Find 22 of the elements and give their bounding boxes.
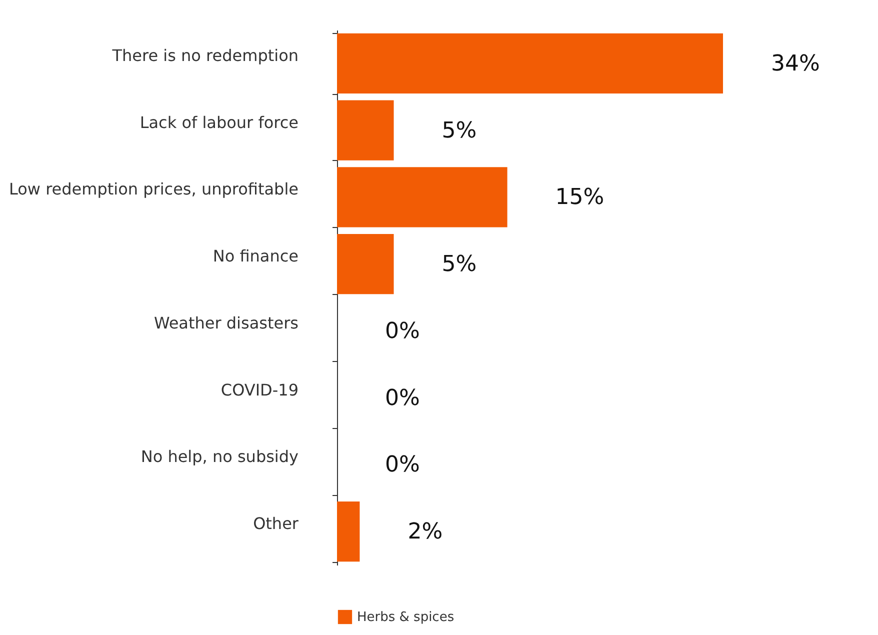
bar xyxy=(337,33,723,94)
bar xyxy=(337,100,394,160)
data-label: 5% xyxy=(442,118,477,144)
data-label: 0% xyxy=(385,452,420,478)
data-label: 0% xyxy=(385,386,420,411)
y-tick-label: Low redemption prices, unprofitable xyxy=(8,180,298,199)
data-label: 0% xyxy=(385,318,420,344)
y-tick-label: COVID-19 xyxy=(220,380,298,400)
data-label: 5% xyxy=(442,252,477,278)
y-tick-label: No finance xyxy=(212,246,298,266)
y-tick-label: Lack of labour force xyxy=(140,112,298,132)
data-label: 34% xyxy=(771,51,820,76)
bar xyxy=(337,167,508,228)
y-tick-label: No help, no subsidy xyxy=(140,447,298,466)
y-tick-label: Weather disasters xyxy=(154,313,298,332)
data-label: 15% xyxy=(555,185,604,210)
y-tick-label: Other xyxy=(253,514,299,534)
y-tick-label: There is no redemption xyxy=(111,46,298,65)
legend-label: Herbs & spices xyxy=(357,610,454,625)
bar xyxy=(337,501,360,562)
data-label: 2% xyxy=(408,520,443,545)
bar xyxy=(337,234,394,294)
